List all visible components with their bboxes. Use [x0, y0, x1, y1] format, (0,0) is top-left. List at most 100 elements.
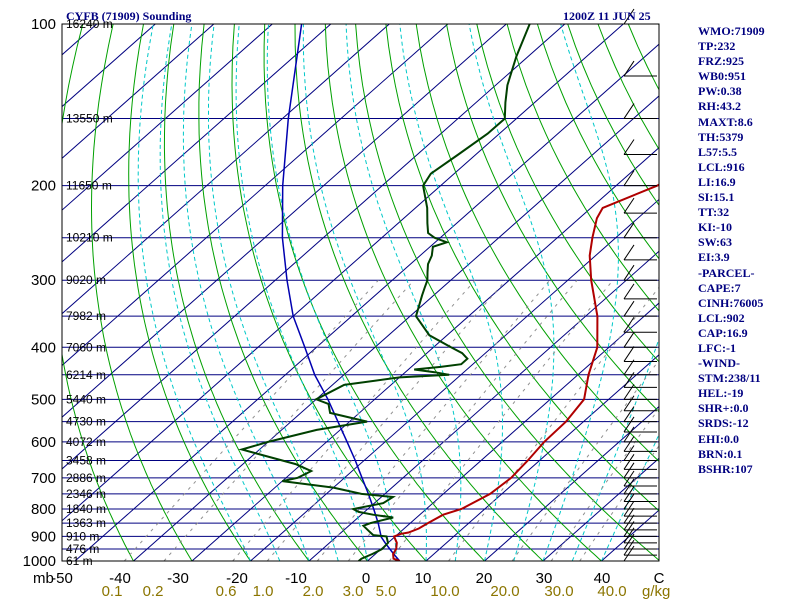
moist-adiabat-line — [159, 24, 281, 561]
index-item: WB0:951 — [698, 69, 746, 84]
height-label: 5440 m — [66, 392, 106, 406]
height-label: 11650 m — [66, 179, 112, 193]
index-item: BRN:0.1 — [698, 446, 743, 461]
isotherm-line — [62, 24, 273, 211]
height-label: 2346 m — [66, 487, 106, 501]
index-item: LCL:916 — [698, 159, 745, 174]
mixing-ratio-line — [448, 286, 659, 561]
wind-barb-flag — [623, 470, 635, 487]
index-item: -WIND- — [698, 356, 740, 371]
height-label: 9020 m — [66, 273, 106, 287]
wind-barb-flag — [623, 436, 635, 452]
moist-adiabat-line — [137, 24, 251, 561]
plot-border — [61, 23, 660, 562]
mixing-ratio-tick-label: 3.0 — [343, 583, 364, 600]
moist-adiabat-line — [302, 24, 427, 561]
moist-adiabat-line — [235, 24, 368, 561]
isotherm-line — [62, 24, 507, 418]
wind-barbs — [623, 8, 657, 562]
index-item: EHI:0.0 — [698, 431, 740, 446]
isotherm-line — [62, 24, 390, 315]
index-item: FRZ:925 — [698, 54, 744, 69]
temperature-tick-label: 20 — [476, 570, 493, 587]
height-label: 2886 m — [66, 471, 106, 485]
height-label: 3458 m — [66, 454, 106, 468]
index-item: SRDS:-12 — [698, 416, 749, 431]
height-label: 4072 m — [66, 435, 106, 449]
dry-adiabat-line — [506, 24, 659, 312]
wind-barb-flag — [623, 395, 635, 412]
index-item: LI:16.9 — [698, 174, 736, 189]
index-item: WMO:71909 — [698, 24, 765, 38]
isotherm-line — [133, 95, 659, 561]
pressure-tick-label: 800 — [31, 501, 56, 518]
wind-barb-flag — [623, 264, 635, 281]
mixing-ratio-tick-label: 5.0 — [376, 583, 397, 600]
mixing-ratio-unit-label: g/kg — [642, 583, 670, 600]
wind-barb-flag — [623, 416, 635, 433]
mixing-ratio-line — [232, 279, 476, 561]
height-label: 476 m — [66, 542, 99, 556]
pressure-tick-label: 900 — [31, 528, 56, 545]
dry-adiabat-line — [294, 24, 544, 561]
mixing-ratio-tick-label: 30.0 — [544, 583, 573, 600]
height-label: 1840 m — [66, 502, 106, 516]
height-label: 10210 m — [66, 231, 113, 245]
mixing-ratio-line — [123, 279, 379, 561]
mixing-ratio-tick-label: 2.0 — [303, 583, 324, 600]
height-label: 6214 m — [66, 368, 106, 382]
temperature-tick-label: -50 — [51, 570, 73, 587]
wind-barb-flag — [623, 445, 635, 461]
mixing-ratio-tick-label: 0.1 — [102, 583, 123, 600]
moist-adiabat-line — [208, 24, 339, 561]
height-label: 910 m — [66, 529, 99, 543]
index-item: -PARCEL- — [698, 265, 755, 280]
parcel-line — [281, 24, 401, 561]
index-item: LFC:-1 — [698, 340, 736, 355]
wind-barb-flag — [623, 332, 635, 348]
wind-barb-flag — [623, 244, 635, 261]
wind-barb-flag — [623, 527, 635, 544]
wind-barb-flag — [623, 462, 635, 479]
wind-barb-flag — [623, 359, 635, 376]
temperature-tick-label: 40 — [594, 570, 611, 587]
wind-barb-flag — [623, 426, 635, 443]
moist-adiabat-line — [542, 24, 619, 561]
wind-barb-flag — [623, 222, 635, 238]
moist-adiabat-line — [182, 24, 310, 561]
dry-adiabat-line — [476, 24, 659, 363]
temperature-tick-label: 0 — [362, 570, 370, 587]
moist-adiabat-line — [468, 24, 555, 561]
index-item: HEL:-19 — [698, 386, 744, 401]
isotherm-line — [62, 24, 449, 367]
wind-barb-flag — [623, 8, 635, 25]
station-title: CYFB (71909) Sounding — [66, 9, 192, 23]
wind-barb-flag — [623, 139, 635, 155]
dry-adiabat-line — [62, 24, 135, 561]
dry-adiabat-line — [385, 24, 659, 512]
dry-adiabat-line — [536, 24, 659, 260]
pressure-tick-label: 400 — [31, 339, 56, 356]
pressure-tick-label: 600 — [31, 434, 56, 451]
dewpoint-line — [238, 24, 531, 561]
wind-barb-flag — [623, 533, 635, 550]
moist-adiabat-line — [345, 24, 462, 561]
index-item: LCL:902 — [698, 310, 745, 325]
wind-barb-flag — [623, 478, 635, 495]
dry-adiabat-line — [446, 24, 659, 413]
mixing-ratio-tick-label: 0.2 — [143, 583, 164, 600]
wind-barb-flag — [623, 539, 635, 556]
pressure-unit-label: mb — [33, 570, 54, 587]
pressure-tick-label: 700 — [31, 470, 56, 487]
wind-barb-flag — [623, 545, 635, 562]
mixing-ratio-line — [347, 279, 578, 561]
index-panel: WMO:71909 TP:232 FRZ:925 WB0:951 PW:0.38 RH:4… — [698, 24, 798, 477]
wind-barb-flag — [623, 316, 635, 333]
wind-barb-flag — [623, 507, 635, 524]
index-item: TP:232 — [698, 39, 736, 54]
index-item: TT:32 — [698, 205, 730, 220]
dry-adiabat-line — [198, 24, 369, 561]
wind-barb-flag — [623, 197, 635, 214]
isotherm-line — [308, 250, 659, 561]
